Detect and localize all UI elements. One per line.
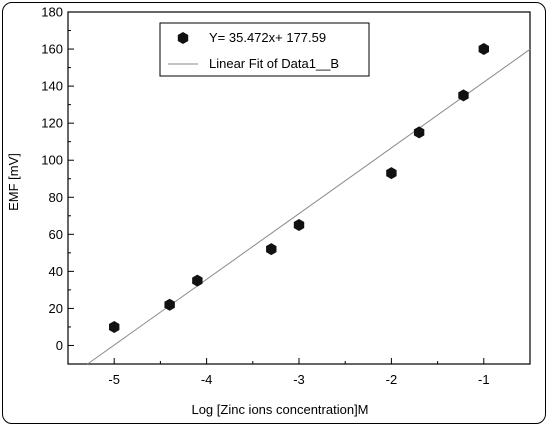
y-tick-label: 180: [41, 5, 63, 20]
y-tick-label: 160: [41, 42, 63, 57]
y-tick-label: 0: [56, 338, 63, 353]
x-axis-ticks: -5 -4 -3 -2 -1: [67, 358, 531, 387]
data-points: [109, 43, 489, 333]
x-tick-label: -5: [108, 372, 120, 387]
x-tick-label: -1: [478, 372, 490, 387]
linear-fit-line: [87, 48, 531, 365]
data-point: [386, 167, 397, 180]
legend-entry-fit: Linear Fit of Data1__B: [209, 56, 339, 71]
y-axis-ticks: 0 20 40 60 80 100 120 140 160 180: [41, 5, 74, 353]
legend-marker-hexagon-icon: [177, 32, 189, 44]
legend-box: [159, 22, 370, 77]
data-point: [164, 298, 175, 311]
legend: Y= 35.472x+ 177.59 Linear Fit of Data1__…: [159, 22, 370, 77]
data-point: [458, 89, 469, 102]
y-tick-label: 40: [49, 264, 63, 279]
x-tick-label: -3: [293, 372, 305, 387]
y-tick-label: 100: [41, 153, 63, 168]
legend-entry-equation: Y= 35.472x+ 177.59: [209, 30, 326, 45]
y-tick-label: 80: [49, 190, 63, 205]
y-axis-label: EMF [mV]: [6, 153, 21, 211]
x-tick-label: -2: [386, 372, 398, 387]
y-tick-label: 60: [49, 227, 63, 242]
data-point: [478, 43, 489, 56]
x-axis-label: Log [Zinc ions concentration]M: [191, 402, 368, 417]
data-point: [192, 274, 203, 287]
data-point: [266, 243, 277, 256]
data-point: [413, 126, 425, 139]
data-point: [109, 320, 120, 333]
data-point: [293, 219, 305, 232]
y-tick-label: 140: [41, 79, 63, 94]
y-tick-label: 20: [49, 301, 63, 316]
y-tick-label: 120: [41, 116, 63, 131]
x-tick-label: -4: [201, 372, 213, 387]
